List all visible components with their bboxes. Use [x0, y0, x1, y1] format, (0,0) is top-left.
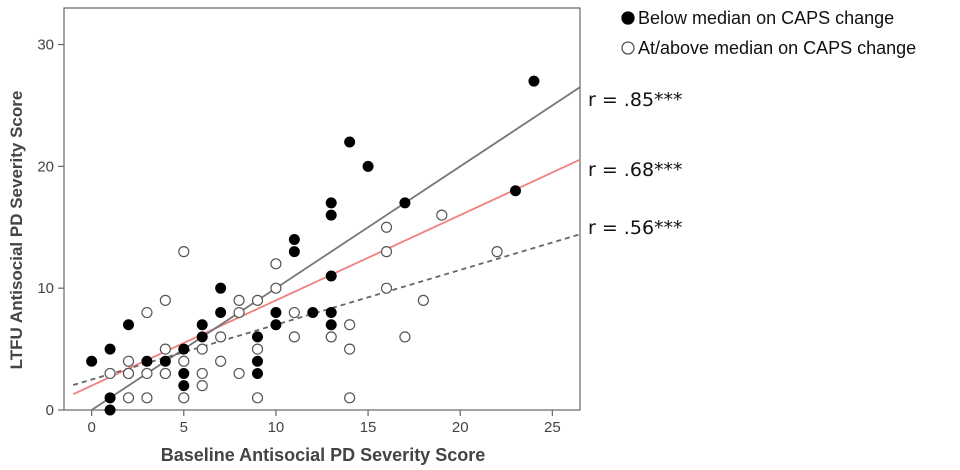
point-above-median: [159, 294, 171, 306]
legend-marker: [621, 41, 635, 55]
point-above-median: [122, 392, 135, 404]
x-tick-label: 20: [452, 419, 469, 436]
point-above-median: [159, 367, 171, 380]
point-above-median: [288, 306, 300, 319]
point-above-median: [399, 331, 411, 343]
point-below-median: [178, 380, 190, 392]
y-tick-label: 10: [37, 280, 54, 297]
point-below-median: [252, 355, 263, 367]
point-below-median: [159, 355, 171, 367]
point-above-median: [215, 355, 227, 367]
x-axis-label: Baseline Antisocial PD Severity Score: [161, 445, 485, 465]
correlation-label: r = .85***: [588, 89, 683, 111]
point-below-median: [178, 343, 190, 355]
point-above-median: [270, 258, 282, 270]
point-above-median: [178, 246, 190, 258]
point-above-median: [141, 306, 153, 319]
point-above-median: [233, 306, 245, 319]
point-below-median: [325, 270, 337, 282]
point-above-median: [344, 319, 356, 331]
point-below-median: [288, 246, 300, 258]
data-points: [86, 75, 540, 416]
point-above-median: [159, 343, 171, 355]
point-below-median: [215, 307, 227, 319]
point-below-median: [215, 282, 227, 294]
legend-marker: [621, 11, 635, 25]
point-above-median: [417, 294, 429, 306]
point-above-median: [233, 367, 245, 380]
point-above-median: [122, 355, 135, 367]
plot-area: [63, 7, 581, 416]
point-above-median: [491, 246, 503, 258]
point-above-median: [196, 380, 208, 392]
correlation-label: r = .68***: [588, 159, 683, 181]
point-above-median: [122, 367, 135, 380]
point-below-median: [104, 392, 116, 404]
point-below-median: [123, 319, 134, 331]
legend-label: Below median on CAPS change: [638, 8, 894, 28]
point-below-median: [104, 404, 116, 416]
legend-label: At/above median on CAPS change: [638, 38, 916, 58]
point-above-median: [251, 294, 264, 306]
point-below-median: [252, 367, 263, 379]
point-above-median: [270, 282, 282, 294]
point-above-median: [196, 367, 208, 380]
x-tick-label: 10: [268, 419, 285, 436]
y-tick-label: 30: [37, 37, 54, 54]
point-below-median: [86, 355, 98, 367]
point-below-median: [141, 355, 153, 367]
correlation-label: r = .56***: [588, 217, 683, 239]
x-tick-label: 15: [360, 419, 377, 436]
point-above-median: [141, 392, 153, 404]
point-below-median: [178, 367, 190, 379]
point-below-median: [528, 75, 540, 87]
point-above-median: [251, 392, 264, 404]
fit-line-below-median: [90, 86, 580, 410]
point-below-median: [510, 185, 521, 197]
point-above-median: [251, 343, 264, 355]
point-below-median: [325, 319, 337, 331]
point-below-median: [288, 233, 300, 245]
point-above-median: [141, 367, 153, 380]
point-above-median: [178, 392, 190, 404]
point-below-median: [325, 197, 337, 209]
x-tick-label: 25: [544, 419, 561, 436]
point-above-median: [178, 355, 190, 367]
point-below-median: [270, 307, 282, 319]
axes: 0 5 10 15 20 25 0 10 20 30: [37, 37, 560, 436]
plot-frame: [63, 7, 581, 411]
legend: Below median on CAPS change At/above medi…: [588, 8, 916, 239]
y-tick-label: 20: [37, 158, 54, 175]
point-below-median: [325, 209, 337, 221]
point-above-median: [215, 331, 227, 343]
point-below-median: [344, 136, 356, 148]
point-below-median: [307, 307, 319, 319]
y-axis-label: LTFU Antisocial PD Severity Score: [7, 91, 26, 370]
point-below-median: [399, 197, 411, 209]
point-above-median: [380, 246, 393, 258]
point-above-median: [288, 331, 300, 343]
point-below-median: [252, 331, 263, 343]
point-above-median: [196, 343, 208, 355]
point-below-median: [270, 319, 282, 331]
point-below-median: [104, 343, 116, 355]
point-above-median: [436, 209, 448, 221]
point-above-median: [325, 331, 337, 343]
point-below-median: [325, 307, 337, 319]
point-above-median: [233, 294, 245, 306]
point-below-median: [196, 319, 208, 331]
x-tick-label: 0: [87, 419, 95, 436]
point-above-median: [104, 367, 116, 380]
x-tick-label: 5: [180, 419, 188, 436]
point-above-median: [344, 343, 356, 355]
y-tick-label: 0: [46, 402, 54, 419]
point-above-median: [380, 282, 393, 294]
point-above-median: [380, 221, 393, 233]
point-below-median: [362, 160, 374, 172]
point-above-median: [344, 392, 356, 404]
point-below-median: [196, 331, 208, 343]
